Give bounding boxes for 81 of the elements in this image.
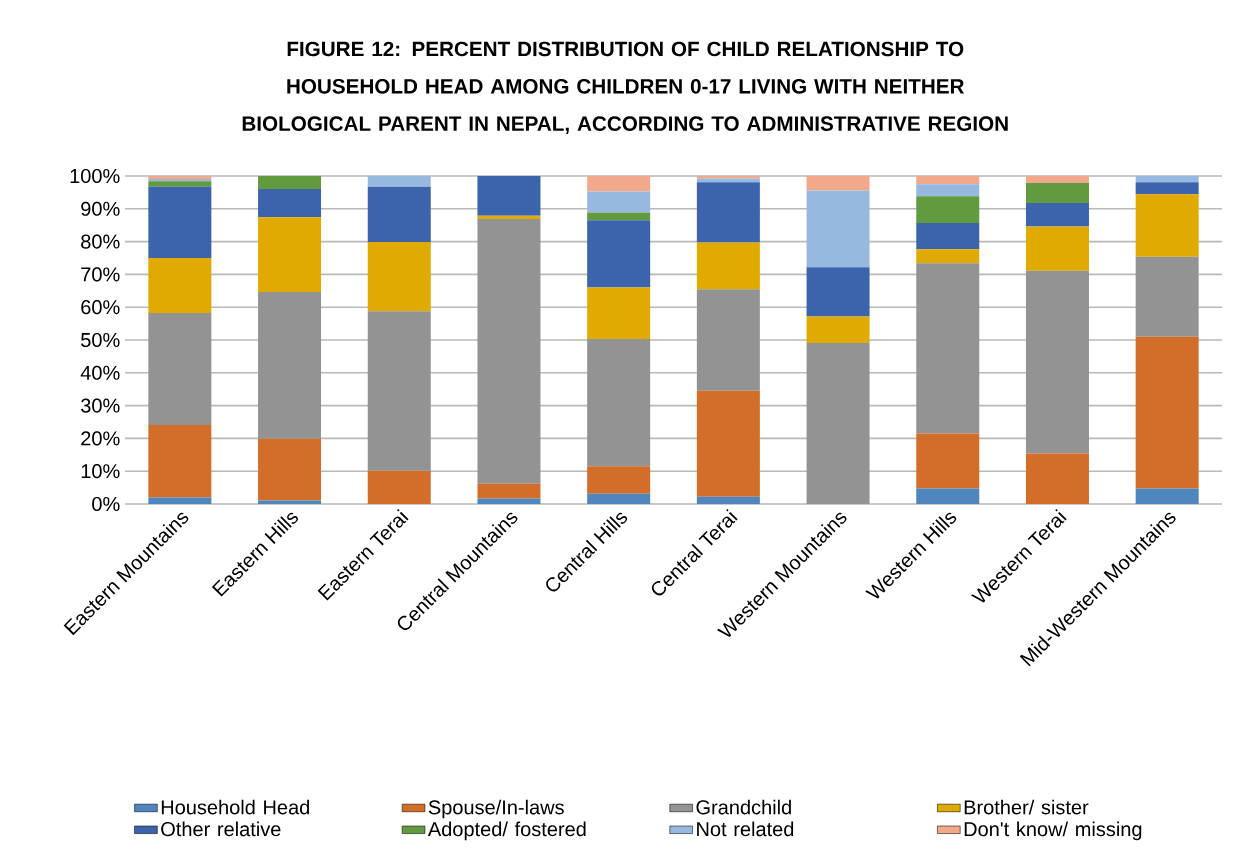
bar [696,496,760,504]
bar [367,186,431,242]
bar [916,184,980,197]
bar [806,190,870,268]
y-tick-label: 0% [92,496,120,512]
bar [477,498,541,504]
bar [916,222,980,250]
bar [1025,453,1089,504]
bar [1025,226,1089,271]
bar [258,292,322,439]
bar [258,176,322,190]
bar [1135,182,1199,195]
bar [367,311,431,471]
y-tick-label: 90% [81,201,120,216]
bar [148,181,212,187]
legend-label: Other relative [161,821,281,837]
bar [587,339,651,467]
bar [258,438,322,501]
legend-label: Don't know/ missing [964,821,1142,841]
bar [477,215,541,219]
bar [916,263,980,434]
bar [1025,176,1089,183]
legend-label: Grandchild [696,799,791,815]
bar [477,176,541,216]
bar [1135,194,1199,257]
y-tick-label: 20% [81,431,120,446]
bar [148,313,212,425]
bar [1025,270,1089,454]
bar [696,176,760,179]
bar [148,258,212,314]
legend-label: Spouse/In-laws [428,799,564,819]
bar [1135,336,1199,489]
bar [696,242,760,290]
bar [587,287,651,340]
bar [587,176,651,192]
bar [587,220,651,288]
bar [806,267,870,317]
bar [806,176,870,191]
legend-label: Household Head [161,799,310,815]
bar [258,189,322,218]
y-tick-label: 50% [81,332,120,348]
y-tick-label: 60% [81,300,120,315]
y-tick-label: 10% [81,464,120,479]
bar [916,176,980,185]
bar [148,424,212,498]
bar [916,196,980,223]
bar [587,493,651,504]
bar [1135,488,1199,504]
y-tick-label: 80% [81,234,120,249]
bar [806,316,870,343]
chart-title: FIGURE 12: PERCENT DISTRIBUTION OF CHILD RELATIONSHIP TO HOUSEHOLD HEAD AMONG CHILDREN 0-17 LIVING WITH NEITHER BIOLOGICAL PARENT IN NEPAL, ACCORDING TO ADMINISTRATIVE REGION [242,41,1008,134]
y-tick-label: 100% [70,168,120,184]
bar [1135,256,1199,337]
bar [1025,182,1089,203]
bar [477,218,541,484]
y-tick-label: 70% [81,267,120,282]
bar [916,433,980,489]
bar [696,289,760,391]
legend-label: Adopted/ fostered [427,821,586,841]
bar [916,488,980,504]
bar [587,212,651,221]
legend-label: Brother/ sister [964,799,1089,815]
bar [916,249,980,264]
bar [367,470,431,504]
bar [148,186,212,258]
y-tick-label: 40% [80,365,120,380]
bar [587,466,651,494]
bar [1135,176,1199,183]
bar [696,390,760,497]
bar [477,483,541,499]
bar [587,191,651,213]
bar [148,497,212,504]
legend-label: Not related [697,821,794,837]
y-tick-label: 30% [81,398,120,413]
bar [258,217,322,293]
bar [1025,202,1089,227]
bar [258,500,322,504]
bar [806,342,870,504]
bar [367,241,431,312]
bar [696,182,760,243]
bar [367,176,431,187]
